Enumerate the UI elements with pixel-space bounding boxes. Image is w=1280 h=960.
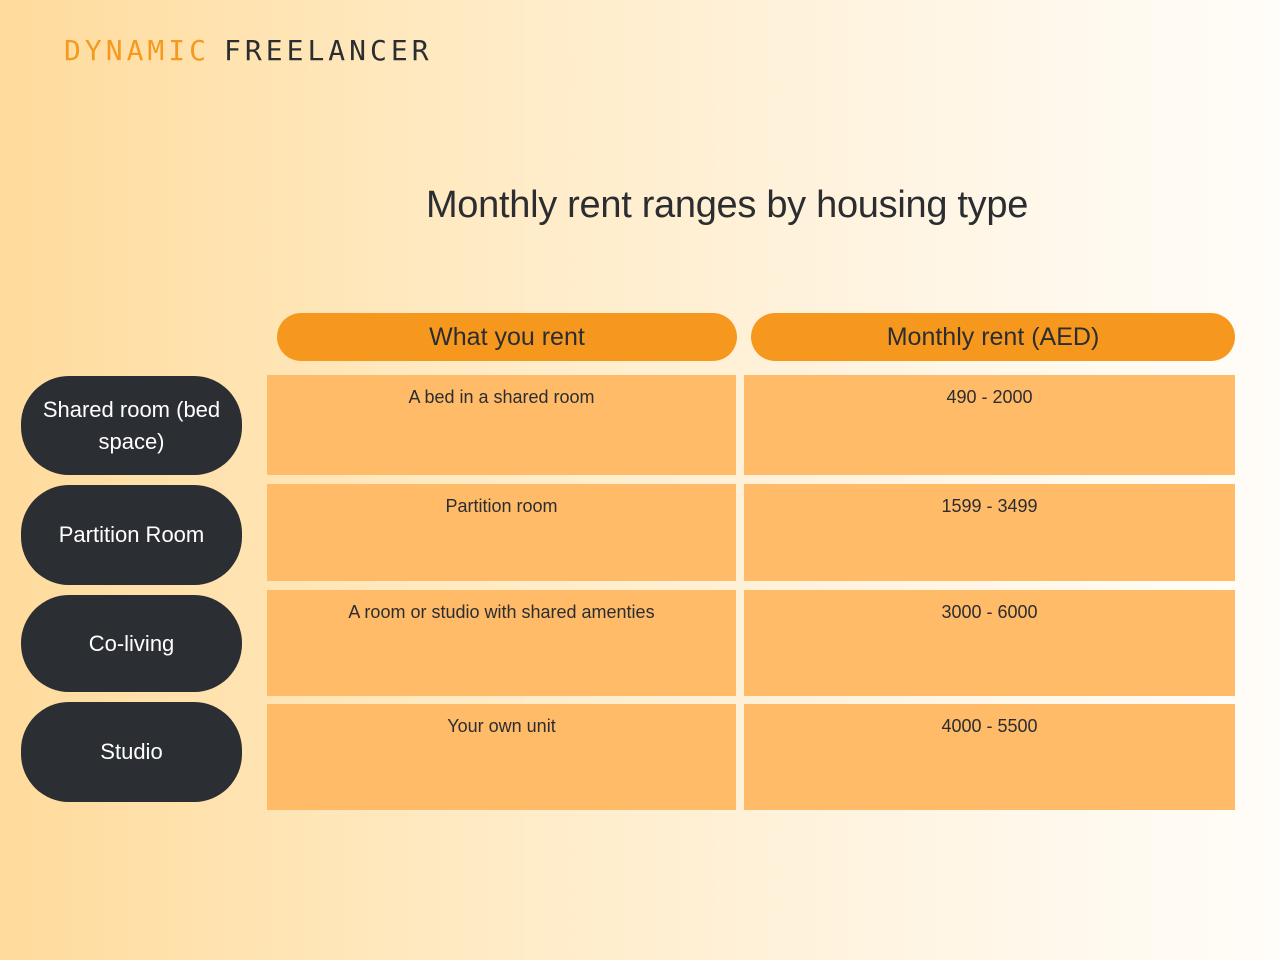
row-label-partition-room: Partition Room [21,485,242,585]
table-cell-what-you-rent: Your own unit [267,704,736,810]
brand-logo: DYNAMIC FREELANCER [64,34,433,67]
brand-name-freelancer: FREELANCER [224,34,433,67]
row-label-shared-room: Shared room (bed space) [21,376,242,475]
row-label-studio: Studio [21,702,242,802]
table-cell-what-you-rent: A bed in a shared room [267,375,736,475]
table-cell-what-you-rent: A room or studio with shared amenties [267,590,736,696]
column-header-monthly-rent: Monthly rent (AED) [751,313,1235,361]
column-header-what-you-rent: What you rent [277,313,737,361]
table-cell-monthly-rent: 4000 - 5500 [744,704,1235,810]
table-cell-what-you-rent: Partition room [267,484,736,581]
page-title: Monthly rent ranges by housing type [425,184,1029,226]
table-cell-monthly-rent: 3000 - 6000 [744,590,1235,696]
table-cell-monthly-rent: 1599 - 3499 [744,484,1235,581]
brand-name-dynamic: DYNAMIC [64,34,211,67]
row-label-co-living: Co-living [21,595,242,692]
table-cell-monthly-rent: 490 - 2000 [744,375,1235,475]
